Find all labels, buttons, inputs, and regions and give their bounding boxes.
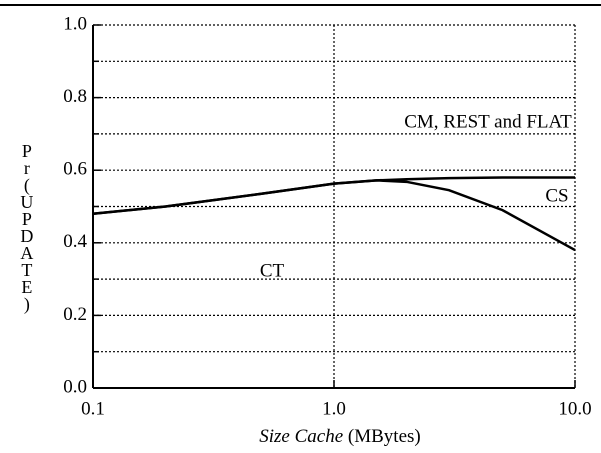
series-label: CS xyxy=(545,185,568,206)
y-tick-label: 0.8 xyxy=(63,86,87,107)
y-tick-label: 0.0 xyxy=(63,376,87,397)
y-axis-label: Pr(UPDATE) xyxy=(17,141,37,315)
x-label-italic: Size Cache xyxy=(259,426,343,447)
x-tick-label: 0.1 xyxy=(81,398,105,419)
y-tick-label: 1.0 xyxy=(63,13,87,34)
y-tick-label: 0.4 xyxy=(63,231,87,252)
y-tick-label: 0.2 xyxy=(63,304,87,325)
y-tick-label: 0.6 xyxy=(63,159,87,180)
x-axis-label: Size Cache (MBytes) xyxy=(259,426,420,447)
x-label-unit: (MBytes) xyxy=(348,426,421,447)
series-label: CM, REST and FLAT xyxy=(404,111,572,132)
x-tick-label: 1.0 xyxy=(322,398,346,419)
series-line xyxy=(92,179,576,252)
x-tick-label: 10.0 xyxy=(558,398,591,419)
annotation: CT xyxy=(260,260,285,281)
